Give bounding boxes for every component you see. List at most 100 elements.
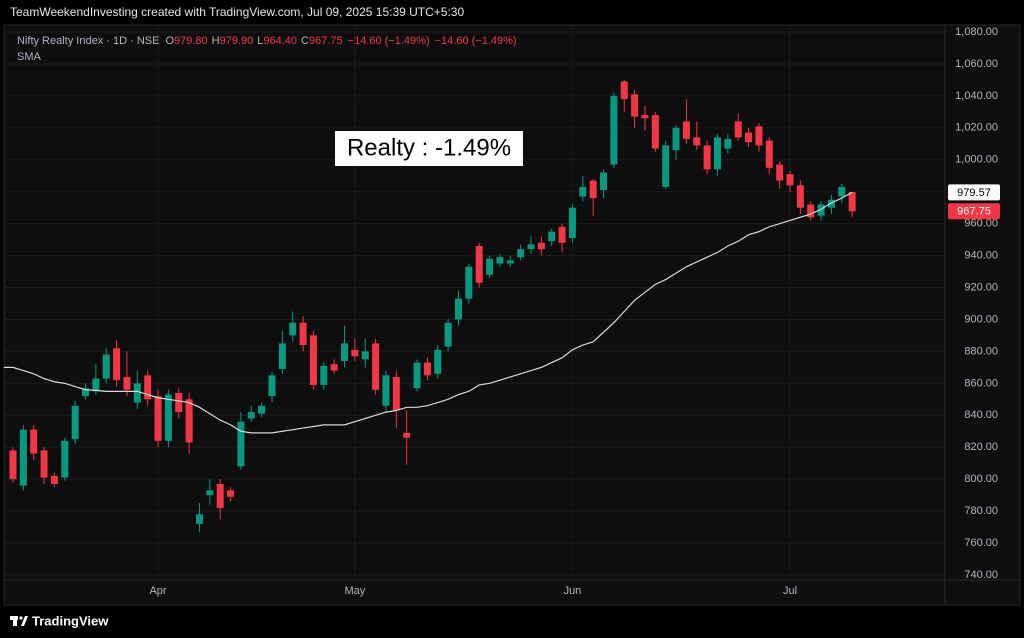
candle-body <box>807 204 815 218</box>
candle-body <box>589 180 597 199</box>
candle-body <box>247 412 255 419</box>
candle-body <box>175 392 183 413</box>
candle-body <box>320 365 328 385</box>
candle-body <box>351 349 359 357</box>
candle-body <box>734 121 742 138</box>
y-tick-label: 1,080.00 <box>955 26 998 38</box>
candle-body <box>475 246 483 283</box>
annotation-box <box>335 131 523 166</box>
sma-price-label-box <box>948 184 1000 201</box>
x-tick-label: May <box>344 585 365 597</box>
candle-body <box>30 429 38 454</box>
candle-body <box>517 249 525 258</box>
candle-body <box>237 421 245 467</box>
candle-body <box>620 81 628 100</box>
legend-title: Nifty Realty Index · 1D · NSE <box>17 35 159 47</box>
candle-body <box>641 115 649 119</box>
candle-body <box>548 231 556 242</box>
logo-part <box>19 616 23 620</box>
candle-body <box>693 137 701 146</box>
logo-part <box>21 616 28 626</box>
y-tick-label: 820.00 <box>964 441 998 453</box>
legend-value: 979.80 <box>174 35 208 47</box>
sma-line <box>4 191 853 434</box>
candle-body <box>579 186 587 197</box>
candle-body <box>848 192 856 212</box>
candle-body <box>423 362 431 376</box>
legend-change: −14.60 (−1.49%) <box>348 35 430 47</box>
legend-value: 967.75 <box>309 35 343 47</box>
candle-body <box>123 376 131 390</box>
legend-key: C <box>301 35 309 47</box>
x-tick-label: Jun <box>564 585 582 597</box>
candle-body <box>558 226 566 243</box>
chart-pane <box>3 24 1021 606</box>
footer-logo <box>10 616 28 626</box>
attribution: TeamWeekendInvesting created with Tradin… <box>10 5 464 19</box>
legend-key: O <box>165 35 174 47</box>
close-price-label-box <box>948 203 1000 220</box>
candle-body <box>268 375 276 397</box>
ohlc-legend: Nifty Realty Index · 1D · NSE O979.80 H979… <box>17 35 517 47</box>
candle-body <box>796 185 804 208</box>
y-tick-label: 940.00 <box>964 249 998 261</box>
logo-part <box>13 616 17 626</box>
overlay-legend: SMA <box>17 51 42 63</box>
candle-body <box>600 172 608 191</box>
y-tick-label: 840.00 <box>964 409 998 421</box>
candle-body <box>672 127 680 151</box>
legend-value: 979.90 <box>220 35 254 47</box>
candle-body <box>755 126 763 146</box>
sma-price-label: 979.57 <box>957 187 991 199</box>
close-price-label: 967.75 <box>957 206 991 218</box>
candle-body <box>817 204 825 216</box>
candle-body <box>341 343 349 361</box>
candle-body <box>568 207 576 239</box>
y-tick-label: 860.00 <box>964 377 998 389</box>
candle-body <box>9 450 17 480</box>
candle-body <box>309 335 317 385</box>
candle-body <box>144 375 152 400</box>
candle-body <box>496 257 504 264</box>
plot <box>4 79 856 532</box>
candle-body <box>216 483 224 508</box>
candle-body <box>434 349 442 374</box>
candle-body <box>610 95 618 165</box>
candle-body <box>19 429 27 486</box>
y-tick-label: 960.00 <box>964 218 998 230</box>
candle-body <box>724 139 732 149</box>
y-tick-label: 780.00 <box>964 505 998 517</box>
legend-value: 964.40 <box>263 35 297 47</box>
candle-body <box>227 490 235 497</box>
candle-body <box>662 145 670 187</box>
axes: 740.00 760.00 780.00 800.00 820.00 840.00 860.… <box>149 26 1000 597</box>
candle-body <box>164 394 172 441</box>
annotation: Realty : -1.49% <box>347 134 511 161</box>
candle-body <box>330 364 338 371</box>
grid <box>4 25 945 580</box>
candle-body <box>113 348 121 381</box>
candle-body <box>50 475 58 484</box>
x-tick-label: Jul <box>783 585 797 597</box>
candle-body <box>631 94 639 117</box>
candle-body <box>527 244 535 250</box>
footer-brand: TradingView <box>32 613 109 628</box>
candle-body <box>382 375 390 406</box>
candle-body <box>537 242 545 250</box>
candle-body <box>392 376 400 411</box>
candle-body <box>299 322 307 346</box>
candle-body <box>154 396 162 441</box>
y-tick-label: 880.00 <box>964 345 998 357</box>
y-tick-label: 740.00 <box>964 569 998 581</box>
candle-body <box>278 343 286 369</box>
candle-body <box>403 432 411 438</box>
candle-body <box>486 258 494 275</box>
candle-body <box>289 322 297 336</box>
y-tick-label: 900.00 <box>964 313 998 325</box>
candle-body <box>361 351 369 360</box>
y-tick-label: 1,020.00 <box>955 122 998 134</box>
candle-body <box>776 164 784 181</box>
candle-body <box>102 354 110 379</box>
candle-body <box>786 174 794 186</box>
